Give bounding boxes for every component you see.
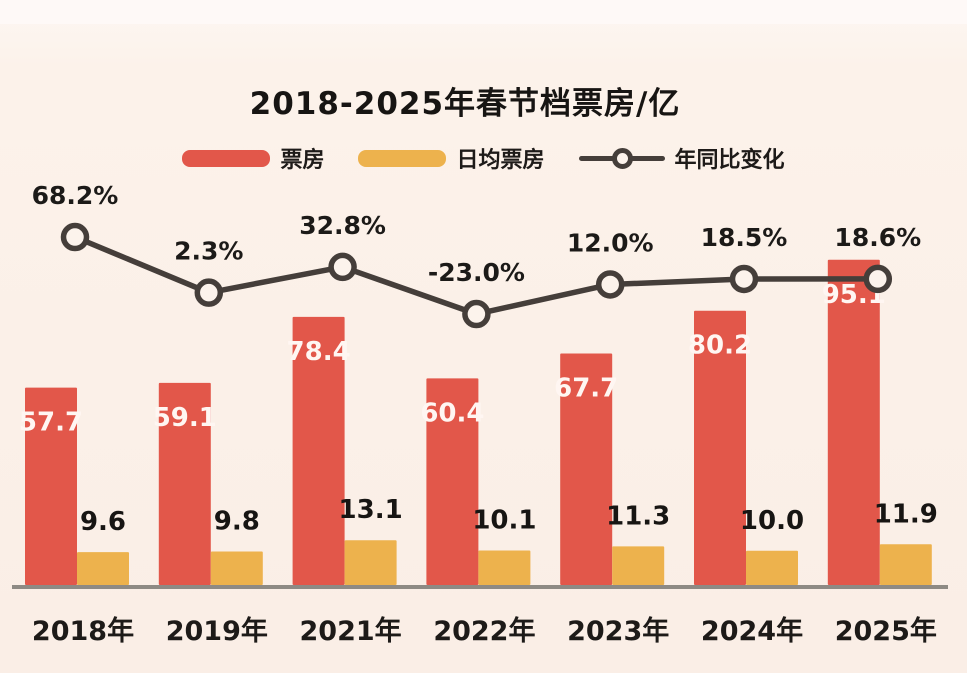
boxoffice-bar-2023年 (560, 353, 613, 585)
x-tick-2018年: 2018年 (32, 615, 134, 647)
x-tick-2024年: 2024年 (701, 615, 803, 647)
x-tick-2023年: 2023年 (567, 615, 669, 647)
x-tick-2019年: 2019年 (166, 615, 268, 647)
boxoffice-bar-2024年 (694, 310, 746, 585)
yoy-value-2024年: 18.5% (701, 223, 788, 252)
legend-item-boxoffice: 票房 (182, 142, 324, 174)
legend-item-daily-boxoffice: 日均票房 (358, 142, 545, 174)
boxoffice-bar-2025年 (827, 259, 880, 585)
daily-value-2018年: 9.6 (80, 507, 126, 537)
yoy-value-2023年: 12.0% (567, 228, 654, 257)
boxoffice-value-2021年: 78.4 (287, 337, 351, 367)
x-tick-2021年: 2021年 (300, 615, 402, 647)
daily-bar-2025年 (879, 544, 932, 585)
boxoffice-value-2024年: 80.2 (688, 331, 752, 361)
daily-value-2024年: 10.0 (740, 506, 804, 536)
legend-label-boxoffice: 票房 (280, 148, 325, 173)
boxoffice-value-2019年: 59.1 (153, 403, 217, 433)
daily-value-2019年: 9.8 (214, 506, 260, 536)
boxoffice-value-2022年: 60.4 (420, 398, 484, 428)
daily-value-2022年: 10.1 (472, 505, 536, 535)
daily-bar-2019年 (210, 551, 263, 585)
boxoffice-bar-2021年 (292, 316, 345, 585)
boxoffice-bar-2019年 (158, 382, 211, 585)
yoy-point-2025年 (863, 264, 893, 294)
daily-bar-2018年 (77, 552, 129, 585)
daily-bar-2024年 (746, 550, 798, 585)
yoy-value-2022年: -23.0% (428, 258, 525, 287)
yoy-value-2019年: 2.3% (174, 237, 243, 266)
top-strip (0, 0, 967, 24)
boxoffice-bar-2022年 (426, 378, 479, 585)
daily-boxoffice-swatch-icon (358, 149, 447, 167)
daily-bar-2021年 (344, 540, 397, 585)
chart-legend: 票房 日均票房 年同比变化 (0, 142, 967, 174)
chart-title: 2018-2025年春节档票房/亿 (249, 86, 681, 122)
yoy-point-2018年 (60, 222, 90, 252)
boxoffice-bar-2018年 (25, 387, 77, 585)
yoy-value-2021年: 32.8% (299, 211, 386, 240)
yoy-value-2018年: 68.2% (32, 181, 119, 210)
daily-bar-2023年 (612, 546, 665, 585)
yoy-line-marker (611, 148, 633, 169)
x-tick-2025年: 2025年 (835, 615, 937, 647)
yoy-point-2019年 (194, 278, 224, 307)
legend-label-yoy-change: 年同比变化 (674, 148, 785, 173)
yoy-line-swatch-icon (578, 147, 665, 169)
daily-value-2021年: 13.1 (339, 495, 403, 525)
yoy-value-2025年: 18.6% (834, 223, 921, 252)
boxoffice-value-2018年: 57.7 (19, 408, 83, 438)
yoy-point-2021年 (328, 252, 357, 282)
daily-bar-2022年 (478, 550, 531, 585)
legend-label-daily-boxoffice: 日均票房 (456, 148, 545, 173)
daily-value-2023年: 11.3 (606, 501, 670, 531)
boxoffice-value-2023年: 67.7 (554, 373, 618, 403)
yoy-point-2023年 (595, 270, 625, 299)
legend-item-yoy-change: 年同比变化 (578, 142, 785, 174)
yoy-point-2024年 (729, 264, 759, 294)
x-tick-2022年: 2022年 (433, 615, 535, 647)
daily-value-2025年: 11.9 (874, 499, 938, 529)
yoy-point-2022年 (462, 299, 491, 329)
boxoffice-swatch-icon (182, 149, 271, 167)
